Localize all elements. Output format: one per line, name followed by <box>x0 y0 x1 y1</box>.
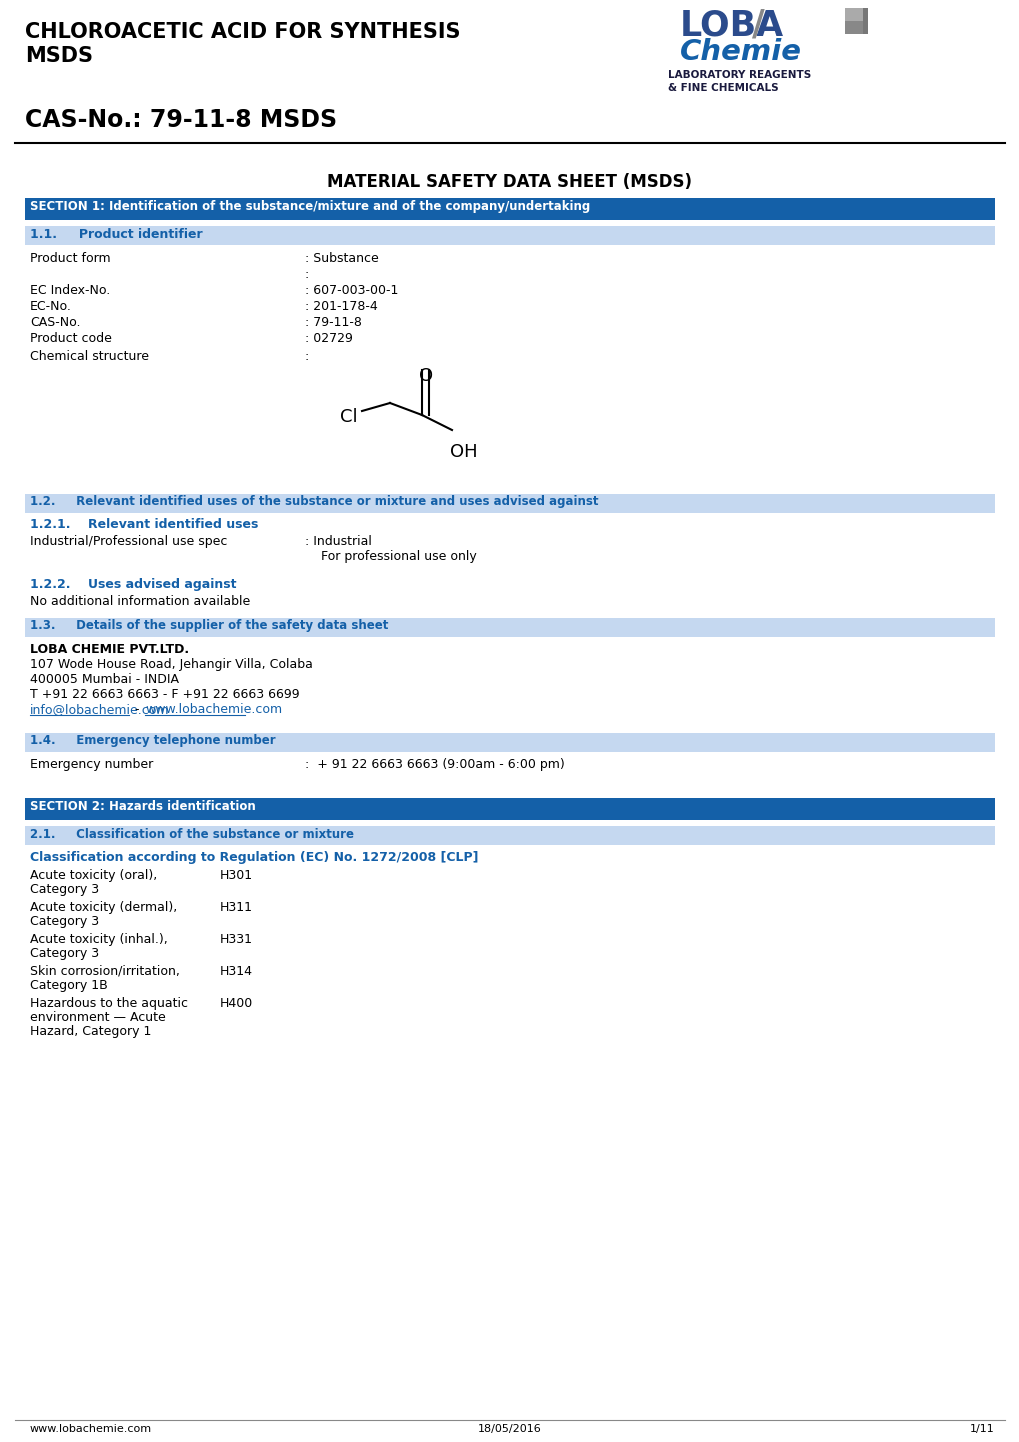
Text: H331: H331 <box>220 933 253 946</box>
Text: : Substance: : Substance <box>305 252 378 265</box>
Text: LABORATORY REAGENTS: LABORATORY REAGENTS <box>667 71 810 79</box>
Text: Category 3: Category 3 <box>30 916 99 929</box>
Bar <box>844 22 862 35</box>
Text: 1.4.     Emergency telephone number: 1.4. Emergency telephone number <box>30 734 275 747</box>
Text: 1.3.     Details of the supplier of the safety data sheet: 1.3. Details of the supplier of the safe… <box>30 619 388 632</box>
Text: SECTION 2: Hazards identification: SECTION 2: Hazards identification <box>30 800 256 813</box>
Text: : Industrial: : Industrial <box>305 535 372 548</box>
Text: H314: H314 <box>220 965 253 978</box>
Text: 1.2.1.    Relevant identified uses: 1.2.1. Relevant identified uses <box>30 518 258 531</box>
Text: Skin corrosion/irritation,: Skin corrosion/irritation, <box>30 965 179 978</box>
Text: LOBA CHEMIE PVT.LTD.: LOBA CHEMIE PVT.LTD. <box>30 643 189 656</box>
Text: EC-No.: EC-No. <box>30 300 71 313</box>
Text: 1.2.     Relevant identified uses of the substance or mixture and uses advised a: 1.2. Relevant identified uses of the sub… <box>30 495 598 508</box>
Text: Category 3: Category 3 <box>30 883 99 895</box>
Bar <box>25 733 994 751</box>
Text: www.lobachemie.com: www.lobachemie.com <box>145 704 282 717</box>
Text: Product form: Product form <box>30 252 110 265</box>
Bar <box>25 826 994 845</box>
Text: : 201-178-4: : 201-178-4 <box>305 300 377 313</box>
Text: : 02729: : 02729 <box>305 332 353 345</box>
Text: & FINE CHEMICALS: & FINE CHEMICALS <box>667 84 777 92</box>
Bar <box>25 619 994 637</box>
Text: O: O <box>419 368 433 385</box>
Text: For professional use only: For professional use only <box>321 549 476 562</box>
Text: Acute toxicity (dermal),: Acute toxicity (dermal), <box>30 901 177 914</box>
Text: info@lobachemie.com: info@lobachemie.com <box>30 704 169 717</box>
Text: EC Index-No.: EC Index-No. <box>30 284 110 297</box>
Text: /: / <box>751 9 764 42</box>
Text: Hazard, Category 1: Hazard, Category 1 <box>30 1025 151 1038</box>
Text: -: - <box>130 704 144 717</box>
Text: 107 Wode House Road, Jehangir Villa, Colaba: 107 Wode House Road, Jehangir Villa, Col… <box>30 658 313 671</box>
Text: CHLOROACETIC ACID FOR SYNTHESIS: CHLOROACETIC ACID FOR SYNTHESIS <box>25 22 460 42</box>
Text: 1.1.     Product identifier: 1.1. Product identifier <box>30 228 203 241</box>
Text: Acute toxicity (oral),: Acute toxicity (oral), <box>30 870 157 883</box>
Text: environment — Acute: environment — Acute <box>30 1011 166 1024</box>
Text: SECTION 1: Identification of the substance/mixture and of the company/undertakin: SECTION 1: Identification of the substan… <box>30 200 590 213</box>
Text: Category 1B: Category 1B <box>30 979 108 992</box>
Text: Hazardous to the aquatic: Hazardous to the aquatic <box>30 996 187 1009</box>
Text: Product code: Product code <box>30 332 112 345</box>
Text: MSDS: MSDS <box>25 46 93 66</box>
Text: : 607-003-00-1: : 607-003-00-1 <box>305 284 398 297</box>
Bar <box>25 226 994 245</box>
Text: Cl: Cl <box>339 408 358 425</box>
Text: 1/11: 1/11 <box>969 1425 994 1433</box>
Bar <box>25 198 994 221</box>
Text: : 79-11-8: : 79-11-8 <box>305 316 362 329</box>
Text: www.lobachemie.com: www.lobachemie.com <box>30 1425 152 1433</box>
Text: 2.1.     Classification of the substance or mixture: 2.1. Classification of the substance or … <box>30 828 354 841</box>
Text: OH: OH <box>449 443 477 461</box>
Text: Category 3: Category 3 <box>30 947 99 960</box>
Text: H311: H311 <box>220 901 253 914</box>
Text: :: : <box>305 268 309 281</box>
Bar <box>862 9 867 35</box>
Text: Industrial/Professional use spec: Industrial/Professional use spec <box>30 535 227 548</box>
Text: LOBA: LOBA <box>680 9 784 42</box>
Text: MATERIAL SAFETY DATA SHEET (MSDS): MATERIAL SAFETY DATA SHEET (MSDS) <box>327 173 692 190</box>
Text: Emergency number: Emergency number <box>30 758 153 771</box>
Text: CAS-No.: CAS-No. <box>30 316 81 329</box>
Text: Chemical structure: Chemical structure <box>30 350 149 363</box>
Text: 1.2.2.    Uses advised against: 1.2.2. Uses advised against <box>30 578 236 591</box>
Text: 18/05/2016: 18/05/2016 <box>478 1425 541 1433</box>
Text: Classification according to Regulation (EC) No. 1272/2008 [CLP]: Classification according to Regulation (… <box>30 851 478 864</box>
Bar <box>25 797 994 820</box>
Text: Chemie: Chemie <box>680 37 801 66</box>
Text: Acute toxicity (inhal.),: Acute toxicity (inhal.), <box>30 933 167 946</box>
Bar <box>25 495 994 513</box>
Bar <box>844 9 862 22</box>
Text: :: : <box>305 350 309 363</box>
Text: 400005 Mumbai - INDIA: 400005 Mumbai - INDIA <box>30 673 178 686</box>
Text: No additional information available: No additional information available <box>30 596 250 609</box>
Text: H400: H400 <box>220 996 253 1009</box>
Text: T +91 22 6663 6663 - F +91 22 6663 6699: T +91 22 6663 6663 - F +91 22 6663 6699 <box>30 688 300 701</box>
Text: H301: H301 <box>220 870 253 883</box>
Text: CAS-No.: 79-11-8 MSDS: CAS-No.: 79-11-8 MSDS <box>25 108 337 133</box>
Text: :  + 91 22 6663 6663 (9:00am - 6:00 pm): : + 91 22 6663 6663 (9:00am - 6:00 pm) <box>305 758 565 771</box>
